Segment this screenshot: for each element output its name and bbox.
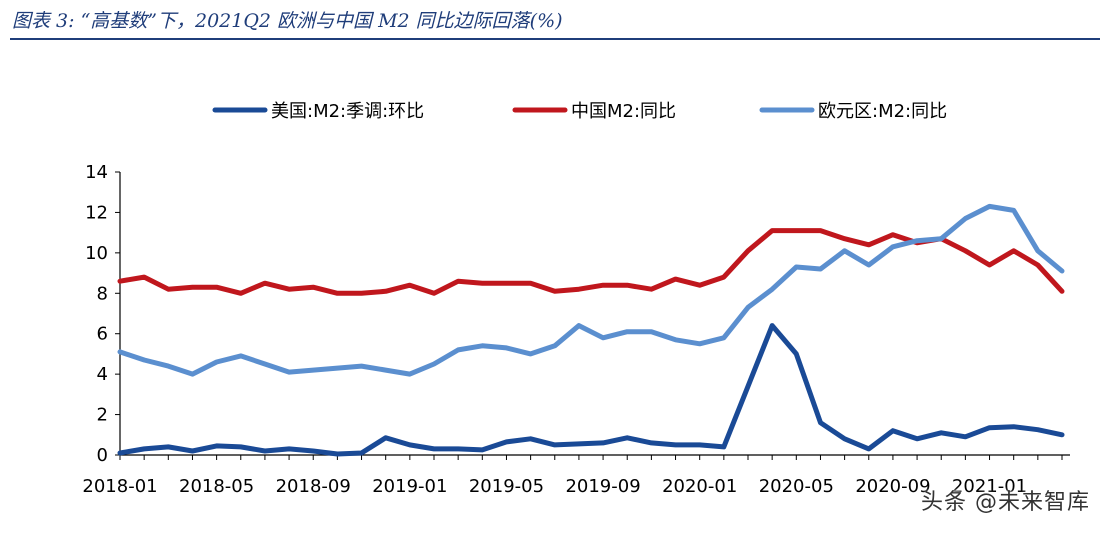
x-tick-label: 2018-09	[276, 476, 351, 497]
chart-legend: 美国:M2:季调:环比 中国M2:同比 欧元区:M2:同比	[212, 101, 947, 122]
y-tick-label: 0	[97, 445, 108, 466]
chart-container: 美国:M2:季调:环比 中国M2:同比 欧元区:M2:同比 0 2 4 6 8 10 12 14 2…	[0, 40, 1108, 534]
figure-title: 图表 3: “高基数”下，2021Q2 欧洲与中国 M2 同比边际回落(%)	[12, 10, 563, 32]
x-tick-label: 2020-01	[662, 476, 737, 497]
x-tick-label: 2021-01	[952, 476, 1027, 497]
x-tick-label: 2020-09	[855, 476, 930, 497]
chart-axes: 0 2 4 6 8 10 12 14 2018-01 2018-05 2018-09 2019-01 2…	[82, 162, 1070, 497]
chart-series	[117, 203, 1065, 457]
legend-label-3: 欧元区:M2:同比	[818, 101, 947, 122]
y-tick-label: 2	[97, 405, 108, 426]
series-line-3	[117, 203, 1065, 377]
legend-label-2: 中国M2:同比	[571, 101, 676, 122]
y-tick-label: 6	[97, 324, 108, 345]
y-tick-label: 12	[85, 202, 108, 223]
x-tick-label: 2018-01	[82, 476, 157, 497]
figure-header: 图表 3: “高基数”下，2021Q2 欧洲与中国 M2 同比边际回落(%)	[0, 0, 1108, 40]
y-tick-label: 10	[85, 243, 108, 264]
y-tick-label: 4	[97, 364, 108, 385]
title-divider	[10, 38, 1100, 40]
watermark-text: 头条 @未来智库	[921, 490, 1090, 515]
x-tick-label: 2019-09	[565, 476, 640, 497]
series-line-2	[117, 228, 1065, 296]
series-line-1	[117, 323, 1065, 457]
x-tick-label: 2018-05	[179, 476, 254, 497]
y-tick-label: 14	[85, 162, 108, 183]
line-chart: 美国:M2:季调:环比 中国M2:同比 欧元区:M2:同比 0 2 4 6 8 10 12 14 2…	[82, 101, 1070, 497]
legend-label-1: 美国:M2:季调:环比	[271, 101, 424, 122]
x-tick-label: 2019-01	[372, 476, 447, 497]
x-tick-label: 2020-05	[759, 476, 834, 497]
x-tick-label: 2019-05	[469, 476, 544, 497]
y-tick-label: 8	[97, 283, 108, 304]
